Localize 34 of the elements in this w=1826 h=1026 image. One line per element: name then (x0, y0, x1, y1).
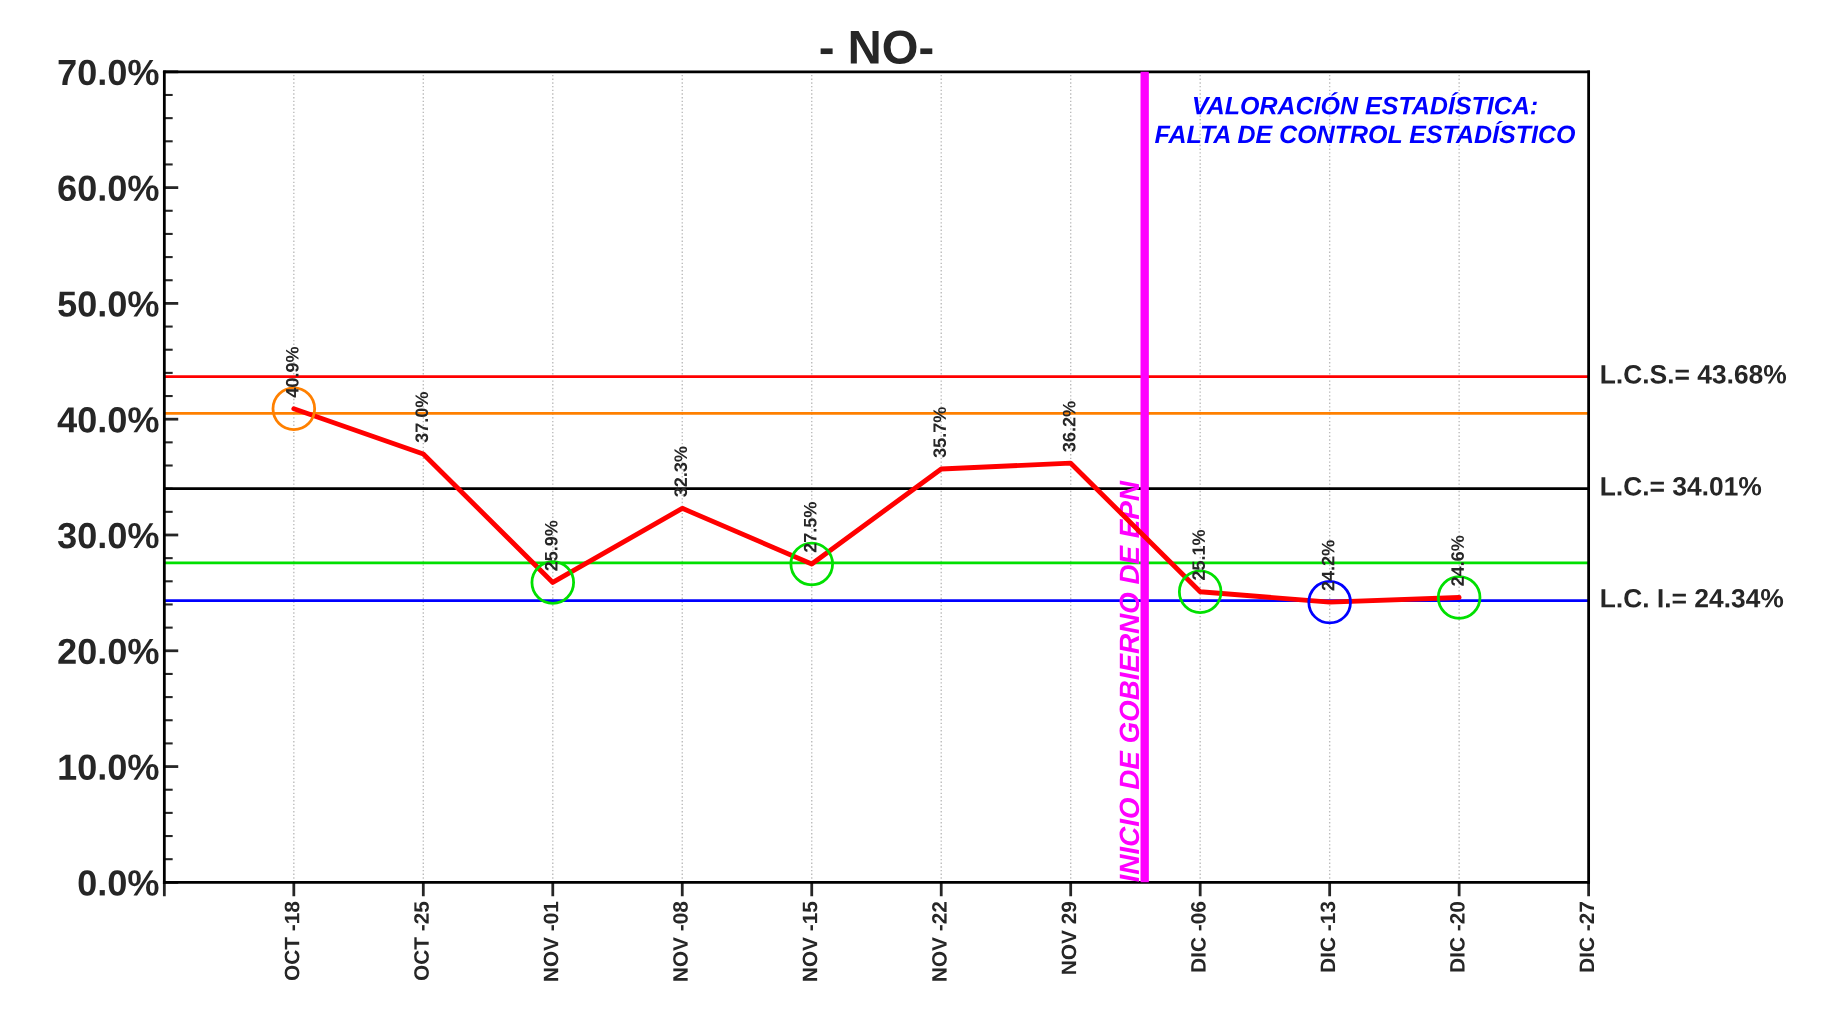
data-label: 36.2% (1062, 401, 1076, 452)
chart-title: - NO- (820, 30, 933, 64)
data-label: 24.2% (1321, 540, 1335, 591)
x-tick-label: DIC -20 (1449, 901, 1465, 972)
y-tick-label: 60.0% (58, 175, 159, 202)
y-tick-label: 20.0% (58, 638, 159, 665)
data-label: 24.6% (1451, 535, 1464, 586)
y-tick-label: 50.0% (58, 291, 159, 317)
data-label: 32.3% (674, 446, 688, 497)
y-tick-label: 30.0% (57, 522, 159, 549)
x-tick-label: NOV 29 (1061, 901, 1077, 974)
y-tick-label: 40.0% (57, 407, 159, 433)
annotation: VALORACIÓN ESTADÍSTICA: FALTA DE CONTROL ESTADÍSTICO (1155, 92, 1576, 144)
data-label: 35.7% (933, 407, 947, 458)
data-label: 25.1% (1192, 529, 1206, 580)
y-tick-label: 10.0% (59, 754, 159, 781)
x-tick-label: NOV -15 (802, 901, 818, 981)
x-tick-label: DIC -13 (1320, 901, 1336, 972)
x-tick-label: DIC -06 (1191, 901, 1206, 972)
x-tick-label: NOV -08 (673, 901, 688, 981)
data-label: 40.9% (285, 346, 299, 398)
ref-line-label: L.C.S.= 43.68% (1601, 364, 1787, 384)
x-tick-label: OCT -18 (284, 901, 300, 981)
y-tick-label: 0.0% (78, 870, 159, 896)
ref-line-label: L.C.= 34.01% (1601, 476, 1762, 496)
data-label: 25.9% (544, 520, 558, 571)
x-tick-label: NOV -01 (543, 901, 559, 981)
x-tick-label: NOV -22 (932, 901, 947, 981)
y-tick-label: 70.0% (58, 59, 159, 86)
data-label: 27.5% (803, 502, 817, 553)
data-label: 37.0% (415, 392, 429, 443)
x-tick-label: OCT -25 (414, 901, 429, 981)
x-tick-label: DIC -27 (1579, 902, 1595, 972)
ref-line-label: L.C. I.= 24.34% (1601, 588, 1784, 608)
